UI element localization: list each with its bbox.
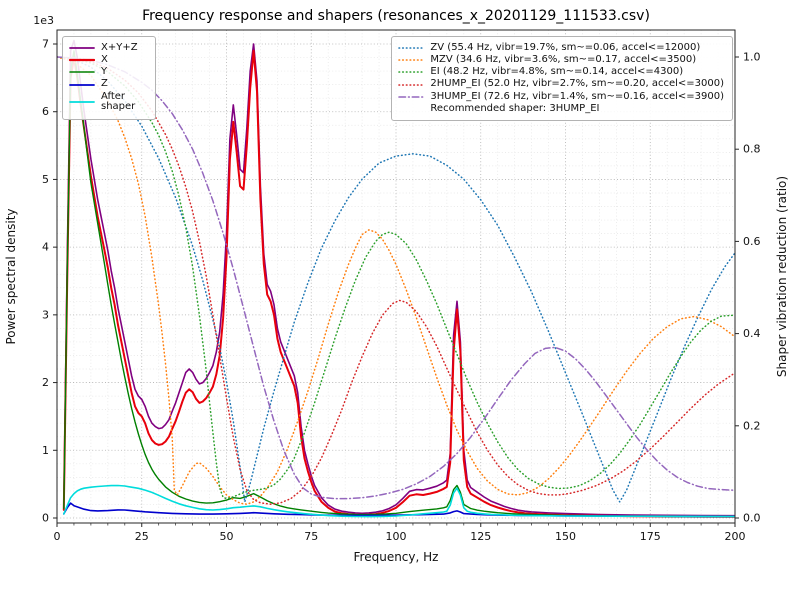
legend-empty-sample — [398, 104, 424, 114]
x-tick-label: 50 — [220, 530, 234, 543]
legend-line-sample — [398, 96, 425, 98]
legend-item-label: 3HUMP_EI (72.6 Hz, vibr=1.4%, sm~=0.16, … — [430, 90, 724, 102]
y-right-tick-label: 1.0 — [743, 51, 761, 64]
x-tick-label: 150 — [555, 530, 576, 543]
y-left-tick-label: 2 — [42, 376, 49, 389]
legend-item-label: EI (48.2 Hz, vibr=4.8%, sm~=0.14, accel<… — [430, 66, 684, 78]
legend-item-after-shaper: After shaper — [69, 90, 147, 114]
psd-line-after-shaper — [63, 484, 735, 518]
legend-line-sample — [398, 47, 425, 49]
legend-item-3hump_ei: 3HUMP_EI (72.6 Hz, vibr=1.4%, sm~=0.16, … — [398, 90, 724, 103]
legend-item-label: After shaper — [101, 90, 136, 113]
legend-line-sample — [69, 83, 95, 86]
legend-item-label: X — [101, 53, 108, 65]
legend-item-label: 2HUMP_EI (52.0 Hz, vibr=2.7%, sm~=0.20, … — [430, 78, 724, 90]
legend-line-sample — [69, 71, 95, 74]
x-axis-label: Frequency, Hz — [354, 550, 439, 564]
psd-curves — [62, 39, 735, 518]
psd-legend: X+Y+Z X Y Z After shaper — [62, 36, 156, 120]
x-tick-label: 200 — [725, 530, 746, 543]
legend-item-ei: EI (48.2 Hz, vibr=4.8%, sm~=0.14, accel<… — [398, 66, 724, 78]
legend-item-x: X — [69, 53, 147, 66]
y-right-tick-label: 0.6 — [743, 235, 761, 248]
legend-line-sample — [398, 83, 425, 86]
y-left-tick-label: 4 — [42, 241, 49, 254]
legend-item-mzv: MZV (34.6 Hz, vibr=3.6%, sm~=0.17, accel… — [398, 53, 724, 66]
x-tick-label: 75 — [304, 530, 318, 543]
shaper-line-zv — [57, 56, 735, 503]
y-right-tick-label: 0.8 — [743, 143, 761, 156]
y-left-tick-label: 5 — [42, 173, 49, 186]
y-right-tick-label: 0.2 — [743, 419, 761, 432]
y-left-tick-label: 7 — [42, 38, 49, 51]
x-tick-label: 100 — [386, 530, 407, 543]
y-left-axis-label: Power spectral density — [4, 208, 18, 344]
y-left-tick-label: 1 — [42, 444, 49, 457]
shaper-line-ei — [57, 56, 735, 500]
y-right-axis-label: Shaper vibration reduction (ratio) — [775, 176, 789, 377]
shaper-legend: ZV (55.4 Hz, vibr=19.7%, sm~=0.06, accel… — [391, 36, 733, 122]
y-left-offset-label: 1e3 — [33, 14, 54, 27]
legend-item-label: Y — [101, 66, 108, 78]
legend-line-sample — [69, 59, 95, 62]
shaper-line-mzv — [57, 56, 735, 505]
y-right-tick-label: 0.0 — [743, 512, 761, 525]
axes-ticks-and-labels: 0 25 50 75 100 125 150 175 200 0 1 2 3 4 5 6 7 0.0 0.2 0.4 0… — [4, 14, 789, 564]
chart-title: Frequency response and shapers (resonanc… — [142, 8, 650, 24]
y-left-tick-label: 6 — [42, 105, 49, 118]
x-tick-label: 0 — [54, 530, 61, 543]
legend-item-sum: X+Y+Z — [69, 41, 147, 54]
legend-item-2hump_ei: 2HUMP_EI (52.0 Hz, vibr=2.7%, sm~=0.20, … — [398, 79, 724, 90]
legend-line-sample — [398, 71, 425, 74]
legend-item-label: X+Y+Z — [101, 41, 138, 53]
x-tick-label: 125 — [470, 530, 491, 543]
psd-line-x — [62, 49, 735, 518]
legend-item-z: Z — [69, 79, 147, 90]
legend-item-label: ZV (55.4 Hz, vibr=19.7%, sm~=0.06, accel… — [430, 41, 701, 53]
x-tick-label: 175 — [640, 530, 661, 543]
x-tick-label: 25 — [135, 530, 149, 543]
legend-item-label: Recommended shaper: 3HUMP_EI — [430, 102, 600, 114]
legend-line-sample — [69, 46, 95, 49]
y-left-tick-label: 0 — [42, 512, 49, 525]
legend-item-zv: ZV (55.4 Hz, vibr=19.7%, sm~=0.06, accel… — [398, 41, 724, 54]
shaper-line-2hump_ei — [57, 56, 735, 505]
legend-item-y: Y — [69, 66, 147, 78]
legend-line-sample — [69, 101, 95, 104]
psd-line-y — [63, 50, 735, 518]
legend-line-sample — [398, 59, 425, 61]
shaper-line-3hump_ei — [57, 56, 735, 500]
legend-item-label: Z — [101, 78, 108, 90]
legend-item-recommended-shaper-note: Recommended shaper: 3HUMP_EI — [398, 102, 724, 115]
y-left-tick-label: 3 — [42, 308, 49, 321]
legend-item-label: MZV (34.6 Hz, vibr=3.6%, sm~=0.17, accel… — [430, 53, 697, 65]
shaper-curves — [57, 56, 735, 505]
y-right-tick-label: 0.4 — [743, 327, 761, 340]
